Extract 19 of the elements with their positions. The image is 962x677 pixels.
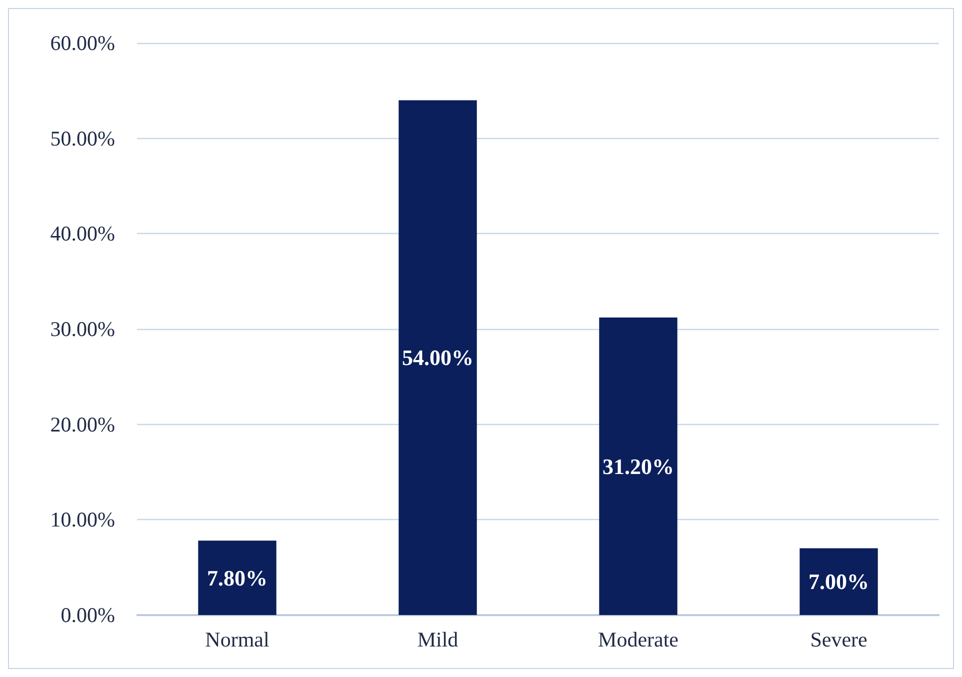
data-label: 31.20% [602,454,674,479]
y-tick-label: 40.00% [50,222,115,246]
y-tick-label: 0.00% [60,603,115,627]
data-label: 7.80% [207,565,268,590]
x-tick-label: Moderate [598,628,678,652]
bar [599,318,678,615]
bar [800,548,878,615]
y-tick-label: 60.00% [50,31,115,55]
x-tick-label: Mild [417,628,459,652]
bar [398,100,477,615]
bar [198,540,276,615]
y-tick-label: 10.00% [50,508,115,532]
x-tick-label: Severe [810,628,868,652]
y-tick-label: 30.00% [50,317,115,341]
y-tick-label: 20.00% [50,412,115,436]
y-tick-label: 50.00% [50,126,115,150]
data-label: 7.00% [808,569,869,594]
x-tick-label: Normal [205,628,270,652]
data-label: 54.00% [402,345,474,370]
